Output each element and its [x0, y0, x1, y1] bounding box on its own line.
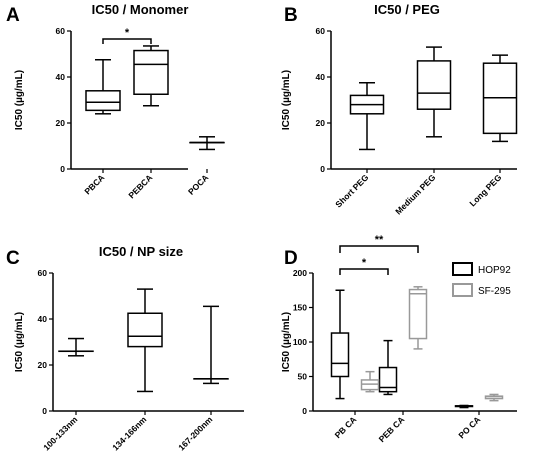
box-2 — [482, 54, 518, 143]
significance-bracket: * — [339, 257, 389, 275]
box-iqr — [408, 288, 428, 340]
legend: HOP92 SF-295 — [452, 262, 511, 297]
legend-swatch — [452, 283, 473, 297]
significance-bracket: * — [102, 27, 152, 45]
y-tick-label: 50 — [298, 372, 308, 382]
y-axis-label: IC50 (µg/mL) — [281, 70, 292, 130]
legend-swatch — [452, 262, 473, 276]
y-tick-label: 60 — [38, 268, 48, 278]
x-tick-label: PBCA — [82, 172, 106, 196]
y-tick-label: 150 — [293, 303, 307, 313]
box-iqr — [85, 90, 121, 112]
box-0 — [349, 82, 385, 151]
y-tick-label: 0 — [42, 406, 47, 416]
chart-title: IC50 / PEG — [374, 2, 440, 17]
box-2 — [193, 305, 229, 385]
x-tick-label: Short PEG — [333, 172, 370, 209]
panel-b: B IC50 / PEG IC50 (µg/mL) 0 20 40 60 Short PEG M… — [281, 2, 518, 216]
box-hop92-0 — [330, 289, 350, 400]
x-tick-label: 167-200nm — [176, 414, 214, 452]
box-1 — [416, 46, 452, 138]
box-iqr — [127, 312, 163, 348]
panel-a: A IC50 / Monomer IC50 (µg/mL) 0 20 40 60 PBCA PE… — [6, 2, 225, 200]
bracket-line — [102, 38, 152, 45]
box-1 — [133, 45, 169, 107]
y-axis-label: IC50 (µg/mL) — [14, 70, 25, 130]
box-sf-295-0 — [360, 370, 380, 393]
panel-letter: B — [284, 5, 298, 26]
box-iqr — [378, 366, 398, 393]
box-1 — [127, 288, 163, 393]
x-tick-label: PEBCA — [126, 172, 154, 200]
y-tick-label: 20 — [56, 118, 66, 128]
significance-label: * — [125, 27, 130, 39]
panel-letter: A — [6, 5, 20, 26]
box-2 — [189, 136, 225, 151]
y-tick-label: 100 — [293, 337, 307, 347]
chart-title: IC50 / Monomer — [92, 2, 189, 17]
bracket-line — [339, 268, 389, 275]
box-iqr — [330, 332, 350, 378]
panel-letter: C — [6, 248, 20, 269]
x-tick-label: PEB CA — [377, 414, 407, 444]
box-sf-295-1 — [408, 286, 428, 350]
legend-label: HOP92 — [478, 265, 511, 276]
y-tick-label: 20 — [38, 360, 48, 370]
x-tick-label: PB CA — [333, 414, 359, 440]
box-0 — [58, 337, 94, 357]
y-tick-label: 0 — [302, 406, 307, 416]
y-tick-label: 40 — [38, 314, 48, 324]
bracket-line — [339, 245, 419, 253]
panel-letter: D — [284, 248, 298, 269]
box-iqr — [133, 49, 169, 95]
box-hop92-2 — [454, 404, 474, 409]
y-tick-label: 0 — [60, 164, 65, 174]
box-sf-295-2 — [484, 393, 504, 402]
y-tick-label: 20 — [316, 118, 326, 128]
y-tick-label: 200 — [293, 268, 307, 278]
y-axis-label: IC50 (µg/mL) — [14, 312, 25, 372]
y-tick-label: 60 — [56, 26, 66, 36]
x-tick-label: POCA — [186, 172, 210, 196]
legend-label: SF-295 — [478, 286, 511, 297]
y-tick-label: 0 — [320, 164, 325, 174]
x-tick-label: PO CA — [456, 414, 482, 440]
box-hop92-1 — [378, 339, 398, 396]
y-tick-label: 60 — [316, 26, 326, 36]
box-iqr — [416, 60, 452, 110]
x-tick-label: Long PEG — [467, 172, 503, 208]
y-tick-label: 40 — [56, 72, 66, 82]
significance-label: ** — [375, 234, 384, 246]
x-tick-label: 134-166nm — [110, 414, 148, 452]
chart-title: IC50 / NP size — [99, 244, 183, 259]
box-0 — [85, 59, 121, 115]
panel-d: D IC50 (µg/mL) 0 50 100 150 200 PB CA PEB CA PO C… — [281, 234, 517, 444]
y-tick-label: 40 — [316, 72, 326, 82]
significance-bracket: ** — [339, 234, 419, 253]
y-axis-label: IC50 (µg/mL) — [281, 312, 292, 372]
x-tick-label: Medium PEG — [393, 172, 437, 216]
x-tick-label: 100-133nm — [41, 414, 79, 452]
panel-c: C IC50 / NP size IC50 (µg/mL) 0 20 40 60 100-13… — [6, 244, 244, 452]
significance-label: * — [362, 257, 367, 269]
